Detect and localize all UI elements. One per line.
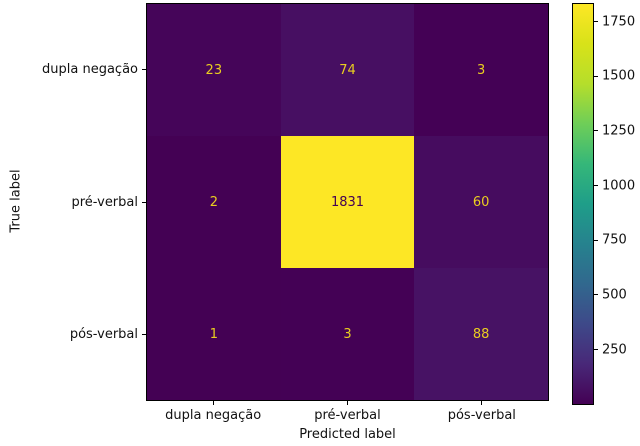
x-tick-mark	[481, 401, 483, 405]
y-tick: dupla negação	[0, 3, 146, 136]
x-tick-label: pós-verbal	[447, 408, 516, 423]
cell-value: 2	[209, 194, 218, 210]
colorbar-tick-label: 1250	[602, 123, 636, 139]
colorbar-tick-label: 500	[602, 287, 627, 303]
cell-value: 88	[472, 326, 490, 342]
heatmap-cell: 1831	[280, 136, 415, 268]
cell-value: 3	[477, 62, 486, 78]
heatmap-cell: 74	[280, 4, 415, 136]
heatmap-cell: 60	[414, 136, 548, 268]
colorbar-ticks: 1750 1500 1250 1000 750 500 250	[594, 4, 640, 404]
colorbar-tick-label: 1000	[602, 178, 636, 194]
colorbar-tick-mark	[594, 294, 598, 296]
y-tick-labels: dupla negação pré-verbal pós-verbal	[0, 3, 146, 401]
cell-value: 1	[209, 326, 218, 342]
x-tick-label: pré-verbal	[314, 408, 381, 423]
heatmap-cell: 88	[414, 268, 548, 400]
x-tick: pós-verbal	[415, 401, 549, 422]
y-tick-label: dupla negação	[42, 61, 138, 77]
x-tick-mark	[212, 401, 214, 405]
x-axis-title: Predicted label	[299, 427, 396, 442]
y-tick-label: pós-verbal	[69, 327, 138, 343]
colorbar-tick-label: 1750	[602, 14, 636, 30]
cell-value: 23	[205, 62, 223, 78]
colorbar-tick-mark	[594, 75, 598, 77]
colorbar-tick-mark	[594, 21, 598, 23]
cell-value: 1831	[330, 194, 365, 210]
x-tick-mark	[346, 401, 348, 405]
x-tick: pré-verbal	[280, 401, 414, 422]
y-tick-mark	[142, 334, 146, 336]
y-tick-label: pré-verbal	[71, 194, 138, 210]
colorbar-tick-label: 750	[602, 232, 627, 248]
heatmap-cell: 1	[147, 268, 281, 400]
colorbar-tick-mark	[594, 239, 598, 241]
cell-value: 74	[339, 62, 356, 78]
heatmap-cell: 2	[147, 136, 281, 268]
heatmap-cell: 3	[280, 268, 415, 400]
cell-value: 60	[472, 194, 490, 210]
colorbar-tick-mark	[594, 349, 598, 351]
x-tick-label: dupla negação	[165, 408, 262, 423]
cell-value: 3	[343, 326, 352, 342]
heatmap-cell: 23	[147, 4, 281, 136]
colorbar-tick-label: 1500	[602, 68, 636, 84]
y-tick: pré-verbal	[0, 136, 146, 269]
y-tick: pós-verbal	[0, 268, 146, 401]
x-tick-labels: dupla negação pré-verbal pós-verbal	[146, 401, 549, 422]
colorbar-gradient	[572, 3, 594, 405]
colorbar-tick-label: 250	[602, 342, 627, 358]
y-tick-mark	[142, 201, 146, 203]
x-tick: dupla negação	[146, 401, 280, 422]
y-tick-mark	[142, 68, 146, 70]
heatmap-grid: 23 74 3 2 1831 60 1 3 88	[146, 3, 549, 401]
colorbar-tick-mark	[594, 185, 598, 187]
heatmap-cell: 3	[414, 4, 548, 136]
colorbar-tick-mark	[594, 130, 598, 132]
